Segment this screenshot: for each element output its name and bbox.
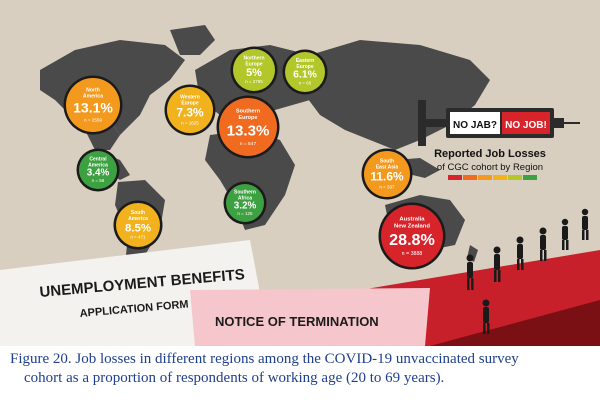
legend-swatch (463, 175, 477, 180)
person-figure (482, 299, 490, 334)
region-n-label: n = 58 (92, 178, 105, 183)
bubble-fill (66, 78, 120, 132)
region-name: North (86, 88, 100, 94)
region-name: Europe (245, 62, 262, 68)
syringe-no-job-text: NO JOB! (505, 120, 547, 131)
region-n-label: n = 1625 (181, 120, 199, 125)
bubble-fill (219, 98, 277, 156)
region-value: 3.2% (234, 200, 257, 211)
region-value: 13.3% (227, 122, 270, 139)
region-n-label: n = 2559 (84, 118, 102, 123)
dark-floor-shadow (430, 300, 600, 346)
region-value: 5% (246, 67, 262, 79)
region-name: East Asia (376, 165, 399, 171)
region-name: Africa (238, 196, 252, 202)
bubble-fill (364, 151, 410, 197)
region-name: New Zealand (394, 223, 430, 229)
region-name: Northern (243, 56, 264, 62)
region-value: 6.1% (293, 70, 317, 81)
syringe-label-white (450, 112, 500, 134)
region-n-label: n = 3888 (402, 251, 423, 257)
region-value: 13.1% (73, 100, 113, 116)
legend-swatch (523, 175, 537, 180)
region-n-label: n = 471 (130, 235, 146, 240)
bubble-fill (285, 52, 325, 92)
region-name: Eastern (296, 58, 314, 64)
notice-title: NOTICE OF TERMINATION (215, 314, 379, 329)
region-name: America (128, 216, 148, 222)
region-name: Europe (181, 101, 198, 107)
region-name: Southern (236, 109, 261, 115)
region-name: America (83, 94, 103, 100)
region-name: America (88, 163, 108, 169)
region-name: Western (180, 95, 200, 101)
bubble-fill (226, 184, 264, 222)
region-n-label: n = 2795 (245, 79, 263, 84)
region-name: Australia (399, 217, 425, 223)
person-figure (516, 236, 524, 270)
person-figure (539, 227, 547, 261)
region-value: 28.8% (389, 231, 435, 249)
bubble-fill (167, 87, 213, 133)
legend-color-scale (448, 175, 537, 180)
bubble-fill (79, 151, 117, 189)
person-figure (466, 254, 474, 290)
legend-title: Reported Job Losses (434, 148, 546, 160)
people-silhouettes (466, 208, 589, 334)
region-n-label: n = 547 (240, 141, 257, 147)
legend-swatch (478, 175, 492, 180)
figure-caption: Figure 20. Job losses in different regio… (10, 350, 595, 388)
syringe-plunger-rod (426, 119, 446, 127)
caption-line-1: Figure 20. Job losses in different regio… (10, 351, 519, 367)
legend-swatch (448, 175, 462, 180)
region-name: Europe (296, 64, 313, 70)
syringe-no-jab-text: NO JAB? (453, 120, 497, 131)
region-name: South (131, 210, 145, 216)
person-figure (561, 218, 569, 250)
region-name: South (380, 159, 394, 165)
region-value: 8.5% (125, 222, 151, 234)
legend-swatch (508, 175, 522, 180)
syringe-label-red (502, 112, 550, 134)
person-figure (493, 246, 501, 282)
legend-subtitle: of CGC cohort by Region (437, 162, 543, 173)
region-n-label: n = 125 (237, 211, 253, 216)
region-name: Central (89, 157, 107, 163)
person-figure (581, 208, 589, 240)
region-value: 3.4% (87, 167, 110, 178)
syringe-plunger-handle (418, 100, 426, 146)
region-value: 7.3% (176, 106, 204, 120)
bubble-fill (116, 203, 160, 247)
region-name: Europe (239, 115, 258, 121)
bubble-fill (233, 49, 275, 91)
syringe-tip (554, 118, 564, 128)
world-map (40, 25, 490, 270)
region-value: 11.6% (370, 170, 404, 184)
caption-line-2: cohort as a proportion of respondents of… (24, 370, 445, 386)
region-n-label: n = 66 (299, 80, 312, 85)
syringe-graphic: NO JAB? NO JOB! (418, 100, 580, 146)
termination-notice: NOTICE OF TERMINATION (190, 288, 430, 346)
region-n-label: n = 337 (379, 184, 395, 189)
notice-paper (190, 288, 430, 346)
legend-swatch (493, 175, 507, 180)
region-name: Southern (234, 190, 256, 196)
bubble-fill (381, 205, 443, 267)
